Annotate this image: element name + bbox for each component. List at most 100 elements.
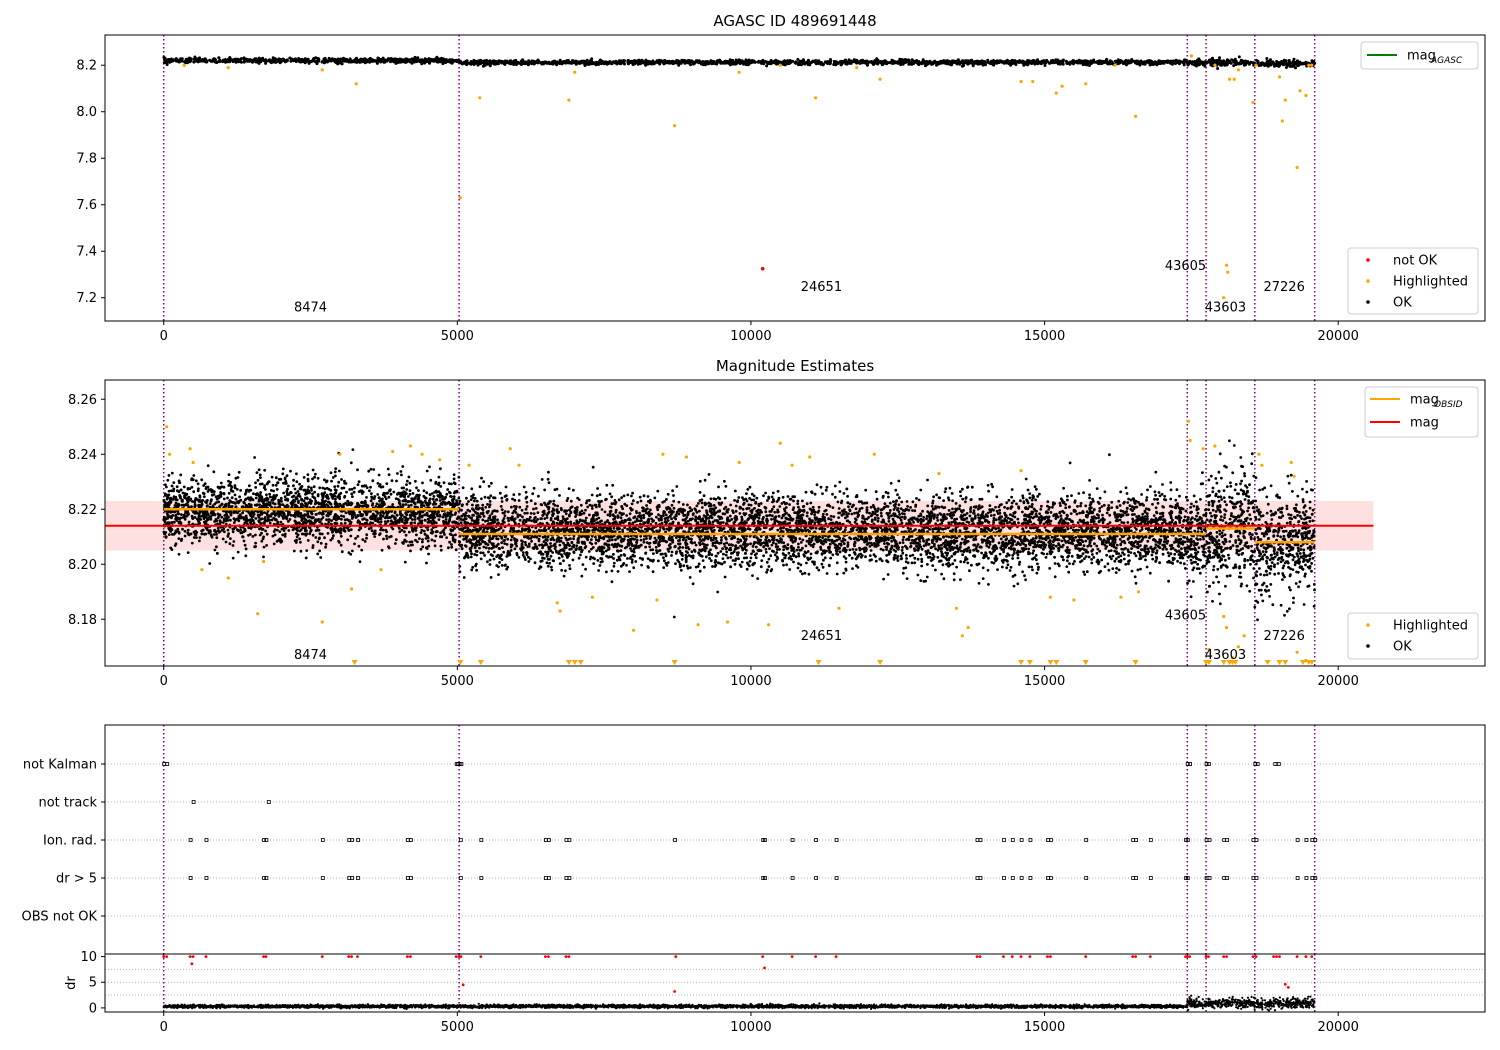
- ok-data-point: [199, 59, 203, 63]
- ok-data-point: [339, 543, 343, 547]
- ok-data-point: [919, 61, 923, 65]
- ok-data-point: [444, 518, 448, 521]
- ok-data-point: [294, 512, 298, 515]
- ok-data-point: [227, 484, 231, 487]
- ok-data-point: [318, 520, 321, 524]
- ok-data-point: [208, 562, 212, 565]
- ok-data-point: [250, 515, 254, 519]
- ok-data-point: [443, 60, 447, 64]
- ok-data-point: [289, 491, 293, 495]
- ok-data-point: [1094, 60, 1098, 64]
- ok-data-point: [438, 505, 441, 509]
- ok-data-point: [356, 483, 360, 486]
- ok-data-point: [180, 513, 183, 516]
- ok-data-point: [318, 502, 322, 505]
- ok-data-point: [439, 467, 442, 471]
- ok-data-point: [338, 469, 341, 473]
- ok-data-point: [403, 530, 406, 534]
- ok-data-point: [234, 505, 238, 508]
- ok-data-point: [396, 472, 399, 475]
- ok-data-point: [452, 502, 456, 506]
- ok-data-point: [427, 552, 430, 556]
- ok-data-point: [1004, 59, 1008, 63]
- ok-data-point: [1024, 61, 1028, 65]
- ok-data-point: [307, 501, 311, 504]
- ok-data-point: [826, 61, 830, 65]
- ok-data-point: [267, 480, 271, 484]
- ok-data-point: [399, 516, 402, 520]
- ok-data-point: [333, 470, 337, 474]
- ok-data-point: [365, 60, 369, 64]
- ok-data-point: [433, 539, 436, 543]
- ok-data-point: [247, 496, 250, 500]
- ok-data-point: [318, 511, 322, 515]
- ok-data-point: [342, 59, 346, 63]
- ok-data-point: [372, 468, 376, 471]
- ok-data-point: [163, 493, 167, 497]
- ok-data-point: [254, 496, 258, 500]
- ok-data-point: [890, 61, 894, 64]
- ok-data-point: [236, 500, 240, 503]
- ok-data-point: [289, 513, 293, 517]
- ok-data-point: [619, 60, 623, 64]
- ok-data-point: [224, 60, 227, 64]
- ok-data-point: [370, 492, 373, 495]
- ok-data-point: [170, 471, 174, 475]
- ok-data-point: [1113, 59, 1117, 63]
- ok-data-point: [1288, 64, 1292, 68]
- ok-data-point: [387, 546, 391, 550]
- ok-data-point: [272, 530, 276, 533]
- highlighted-data-point: [1222, 296, 1226, 300]
- ok-data-point: [628, 59, 632, 63]
- ok-data-point: [299, 549, 303, 553]
- ok-data-point: [381, 485, 385, 489]
- ok-data-point: [437, 482, 440, 486]
- ok-data-point: [740, 59, 744, 63]
- ok-data-point: [346, 538, 350, 542]
- ok-data-point: [839, 59, 843, 63]
- ok-data-point: [429, 478, 433, 482]
- ok-data-point: [262, 505, 266, 509]
- ok-data-point: [331, 476, 335, 479]
- ok-data-point: [1119, 60, 1123, 64]
- ok-data-point: [431, 515, 435, 518]
- ok-data-point: [907, 62, 911, 66]
- ok-data-point: [396, 492, 399, 496]
- ok-data-point: [1124, 58, 1128, 62]
- ok-data-point: [258, 493, 262, 497]
- ok-data-point: [960, 64, 964, 68]
- ok-data-point: [785, 60, 789, 64]
- ok-data-point: [220, 485, 224, 489]
- ok-data-point: [423, 519, 427, 522]
- ok-data-point: [176, 505, 180, 509]
- ok-data-point: [457, 475, 461, 479]
- ok-data-point: [299, 528, 303, 532]
- ok-data-point: [312, 485, 316, 489]
- ok-data-point: [166, 478, 170, 482]
- ok-data-point: [806, 60, 810, 64]
- ok-data-point: [244, 490, 248, 494]
- ok-data-point: [277, 538, 281, 542]
- ok-data-point: [270, 518, 274, 522]
- ok-data-point: [416, 510, 420, 514]
- y-tick-label: 7.8: [76, 152, 97, 167]
- ok-data-point: [399, 60, 403, 64]
- ok-data-point: [1171, 59, 1174, 63]
- ok-data-point: [401, 503, 405, 507]
- ok-data-point: [1104, 58, 1108, 62]
- ok-data-point: [182, 513, 186, 517]
- ok-data-point: [283, 476, 287, 480]
- ok-data-point: [389, 59, 393, 62]
- ok-data-point: [268, 59, 272, 63]
- ok-data-point: [346, 499, 350, 503]
- ok-data-point: [905, 58, 909, 62]
- ok-data-point: [167, 489, 171, 493]
- ok-data-point: [420, 521, 424, 525]
- ok-data-point: [175, 498, 179, 502]
- ok-data-point: [202, 495, 206, 498]
- ok-data-point: [408, 492, 412, 496]
- ok-data-point: [259, 526, 263, 530]
- highlighted-data-point: [814, 96, 818, 100]
- ok-data-point: [223, 530, 226, 534]
- ok-data-point: [260, 57, 264, 61]
